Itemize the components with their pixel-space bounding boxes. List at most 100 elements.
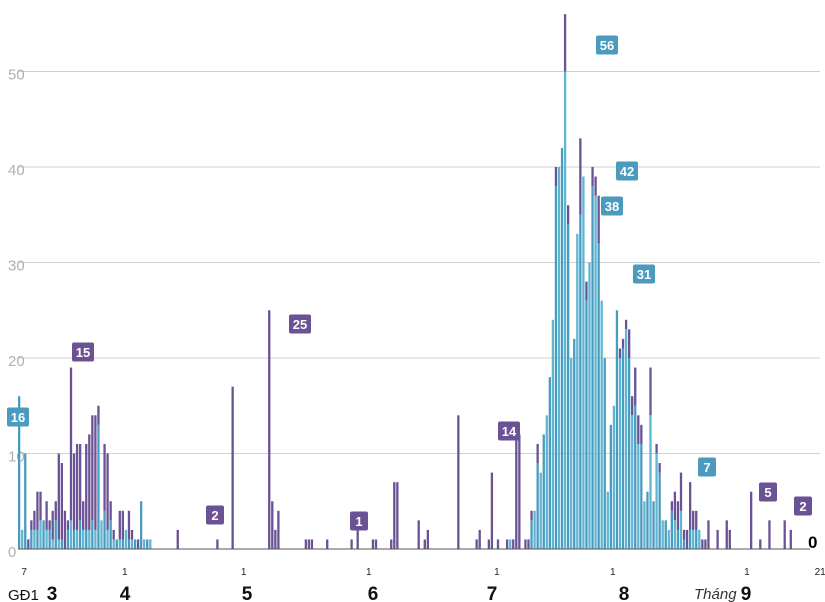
bar-community xyxy=(768,520,771,549)
x-day-tick: 1 xyxy=(366,567,372,578)
bar-isolated xyxy=(533,510,536,549)
bar-community xyxy=(515,434,518,549)
bar-isolated xyxy=(615,310,619,549)
bar-community xyxy=(60,463,63,540)
bar-isolated xyxy=(30,529,33,549)
bar-community xyxy=(371,539,375,549)
bar-isolated xyxy=(594,195,597,549)
end-value-label: 0 xyxy=(808,533,817,552)
bar-isolated xyxy=(91,520,94,549)
bar-community xyxy=(673,491,677,521)
bar-isolated xyxy=(646,491,649,549)
bar-isolated xyxy=(60,539,63,549)
bar-community xyxy=(304,539,307,549)
data-labels: 16 15 2 25 1 14 56 38 42 31 7 5 2 xyxy=(7,35,812,531)
bar-community xyxy=(783,520,786,549)
bar-isolated xyxy=(115,539,118,549)
bar-isolated xyxy=(106,529,109,549)
bar-isolated xyxy=(130,539,134,549)
bar-community xyxy=(45,501,48,530)
bar-community xyxy=(30,520,33,530)
grid-lines xyxy=(18,71,820,454)
bar-community xyxy=(692,510,695,530)
bar-isolated xyxy=(658,472,661,549)
bar-community xyxy=(695,510,698,530)
data-label: 42 xyxy=(616,161,638,181)
x-day-tick: 1 xyxy=(744,567,750,578)
bar-isolated xyxy=(661,520,664,549)
data-label: 31 xyxy=(633,264,655,284)
bar-community xyxy=(594,176,597,196)
bar-isolated xyxy=(21,529,24,549)
bar-community xyxy=(524,539,527,549)
data-label-box xyxy=(289,314,311,334)
bar-community xyxy=(69,367,73,521)
data-label-box xyxy=(794,496,812,516)
bar-community xyxy=(48,520,51,530)
bar-community xyxy=(72,453,76,530)
bar-community xyxy=(682,529,686,540)
bar-isolated xyxy=(112,539,115,549)
data-label-text: 2 xyxy=(211,508,218,523)
bar-community xyxy=(396,482,399,549)
phase-label: GĐ1 xyxy=(8,587,39,602)
bar-community xyxy=(326,539,329,549)
bar-community xyxy=(536,443,539,464)
data-label-box xyxy=(206,505,224,525)
bar-community xyxy=(759,539,762,549)
bar-community xyxy=(85,443,88,530)
y-tick-label: 50 xyxy=(8,67,25,84)
bar-isolated xyxy=(75,529,79,549)
data-label: 15 xyxy=(72,342,94,362)
bar-isolated xyxy=(612,405,616,549)
bar-isolated xyxy=(667,529,670,549)
bar-isolated xyxy=(536,463,539,549)
bar-community xyxy=(66,520,70,530)
data-label-text: 42 xyxy=(620,164,634,179)
bar-isolated xyxy=(576,233,579,549)
data-label: 14 xyxy=(498,421,520,441)
bar-isolated xyxy=(42,520,45,549)
bar-community xyxy=(597,195,600,244)
bar-isolated xyxy=(100,520,103,549)
bar-community xyxy=(685,529,689,549)
bar-isolated xyxy=(66,529,70,549)
x-day-tick: 1 xyxy=(494,567,500,578)
bar-community xyxy=(356,520,359,549)
x-day-tick: 21 xyxy=(815,567,825,578)
bar-isolated xyxy=(57,539,60,549)
bar-community xyxy=(310,539,314,549)
bar-isolated xyxy=(551,319,555,549)
bar-isolated xyxy=(124,529,128,549)
bars xyxy=(18,14,792,550)
bar-community xyxy=(51,510,54,540)
bar-isolated xyxy=(109,520,112,549)
bar-isolated xyxy=(539,472,542,549)
bar-community xyxy=(277,510,280,549)
bar-isolated xyxy=(18,396,21,549)
bar-isolated xyxy=(45,529,48,549)
bar-community xyxy=(725,520,728,549)
bar-community xyxy=(94,415,97,530)
bar-isolated xyxy=(121,539,124,549)
bar-community xyxy=(637,415,640,444)
bar-isolated xyxy=(664,520,667,549)
bar-community xyxy=(728,529,731,549)
data-label-box xyxy=(596,35,618,55)
bar-isolated xyxy=(24,453,27,549)
bar-isolated xyxy=(548,377,551,549)
bar-community xyxy=(649,367,652,416)
bar-isolated xyxy=(637,443,640,549)
data-label: 56 xyxy=(596,35,618,55)
bar-community xyxy=(496,539,500,549)
bar-isolated xyxy=(670,510,673,549)
bar-community xyxy=(679,472,683,511)
bar-isolated xyxy=(640,443,643,549)
y-tick-label: 20 xyxy=(8,353,25,370)
bar-isolated xyxy=(631,415,634,549)
bar-isolated xyxy=(133,539,137,549)
bar-isolated xyxy=(624,329,628,549)
bar-community xyxy=(109,501,112,521)
x-axis: 7 1 1 1 1 1 1 213 4 5 6 7 8 9 xyxy=(18,548,825,602)
bar-community xyxy=(130,529,134,540)
